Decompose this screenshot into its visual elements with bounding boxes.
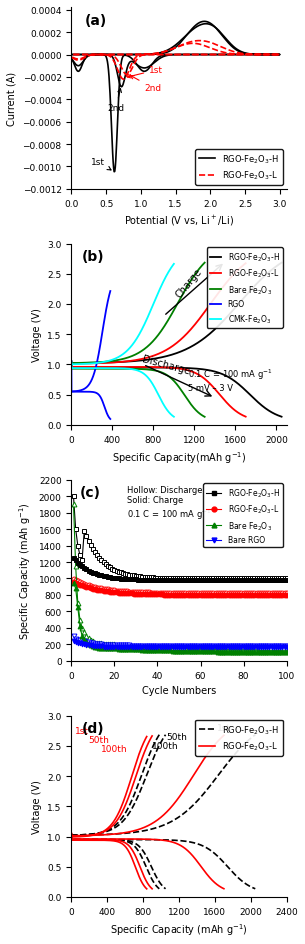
- Text: 100th: 100th: [101, 744, 127, 753]
- X-axis label: Specific Capacity (mAh g$^{-1}$): Specific Capacity (mAh g$^{-1}$): [110, 921, 248, 937]
- Text: 1st: 1st: [217, 723, 231, 733]
- X-axis label: Cycle Numbers: Cycle Numbers: [142, 685, 216, 696]
- Y-axis label: Voltage (V): Voltage (V): [32, 780, 42, 834]
- Legend: RGO-Fe$_2$O$_3$-H, RGO-Fe$_2$O$_3$-L: RGO-Fe$_2$O$_3$-H, RGO-Fe$_2$O$_3$-L: [196, 720, 282, 756]
- Text: 0.1 C = 100 mA g$^{-1}$
5 mV – 3 V: 0.1 C = 100 mA g$^{-1}$ 5 mV – 3 V: [188, 367, 272, 393]
- Text: (a): (a): [84, 14, 106, 28]
- Text: Hollow: Discharge
Solid: Charge
0.1 C = 100 mA g$^{-1}$: Hollow: Discharge Solid: Charge 0.1 C = …: [127, 485, 212, 521]
- Text: 2nd: 2nd: [131, 76, 161, 93]
- Text: (c): (c): [80, 485, 101, 499]
- Text: Discharge: Discharge: [141, 354, 191, 376]
- X-axis label: Potential (V vs, Li$^+$/Li): Potential (V vs, Li$^+$/Li): [124, 214, 234, 228]
- Text: 50th: 50th: [167, 733, 187, 741]
- Text: 100th: 100th: [152, 741, 179, 750]
- Legend: RGO-Fe$_2$O$_3$-H, RGO-Fe$_2$O$_3$-L: RGO-Fe$_2$O$_3$-H, RGO-Fe$_2$O$_3$-L: [196, 150, 282, 185]
- Text: 1st: 1st: [91, 158, 111, 171]
- Text: 1st: 1st: [127, 66, 163, 79]
- Text: (b): (b): [82, 250, 105, 263]
- Y-axis label: Voltage (V): Voltage (V): [32, 308, 42, 362]
- Y-axis label: Current (A): Current (A): [7, 72, 17, 126]
- Text: (d): (d): [82, 721, 105, 735]
- Legend: RGO-Fe$_2$O$_3$-H, RGO-Fe$_2$O$_3$-L, Bare Fe$_2$O$_3$, Bare RGO: RGO-Fe$_2$O$_3$-H, RGO-Fe$_2$O$_3$-L, Ba…: [203, 484, 283, 548]
- Text: 2nd: 2nd: [107, 90, 125, 113]
- Text: 1st: 1st: [75, 726, 89, 734]
- X-axis label: Specific Capacity(mAh g$^{-1}$): Specific Capacity(mAh g$^{-1}$): [112, 449, 246, 465]
- Legend: RGO-Fe$_2$O$_3$-H, RGO-Fe$_2$O$_3$-L, Bare Fe$_2$O$_3$, RGO, CMK-Fe$_2$O$_3$: RGO-Fe$_2$O$_3$-H, RGO-Fe$_2$O$_3$-L, Ba…: [207, 248, 283, 329]
- Y-axis label: Specific Capacity (mAh g$^{-1}$): Specific Capacity (mAh g$^{-1}$): [17, 502, 33, 639]
- Text: 50th: 50th: [88, 734, 109, 744]
- Text: Charge: Charge: [174, 266, 204, 299]
